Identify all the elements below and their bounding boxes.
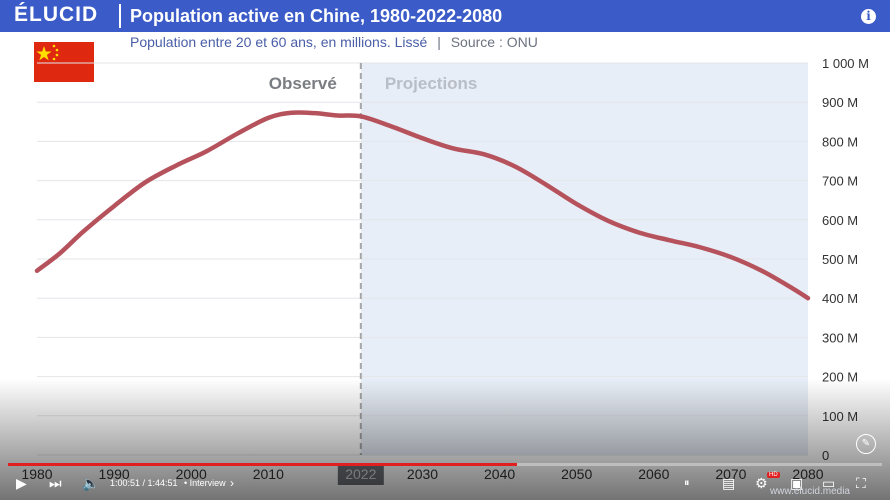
play-icon[interactable]: ▶	[16, 475, 27, 491]
autoplay-toggle-icon[interactable]: ⏸︎	[684, 477, 690, 489]
miniplayer-icon[interactable]: ▣	[790, 475, 804, 491]
china-flag-icon	[34, 42, 94, 82]
subtitle-text: Population entre 20 et 60 ans, en millio…	[130, 34, 428, 50]
header-bar: ÉLUCID Population active en Chine, 1980-…	[0, 0, 890, 32]
video-overlay-shade	[0, 230, 890, 500]
chart-title: Population active en Chine, 1980-2022-20…	[130, 6, 503, 26]
subtitles-icon[interactable]: ▤	[722, 475, 736, 491]
info-icon[interactable]: i	[861, 9, 876, 24]
lightbulb-icon[interactable]: ✎	[856, 434, 876, 454]
settings-gear-icon[interactable]: ⚙	[755, 475, 768, 491]
y-tick-label: 700 M	[822, 174, 858, 189]
y-tick-label: 900 M	[822, 95, 858, 110]
header-divider	[119, 4, 121, 28]
video-progress-fill[interactable]	[8, 463, 517, 466]
volume-icon[interactable]: 🔈	[82, 475, 100, 491]
y-tick-label: 600 M	[822, 213, 858, 228]
subtitle-separator: |	[437, 34, 441, 50]
source-text: Source : ONU	[450, 34, 538, 50]
projection-label: Projections	[385, 74, 478, 93]
hd-badge: HD	[767, 472, 780, 478]
next-icon[interactable]: ⏭	[49, 475, 62, 491]
time-display: 1:00:51 / 1:44:51	[110, 478, 178, 488]
chapter-arrow-icon[interactable]: ›	[230, 476, 234, 490]
website-watermark: www.elucid.media	[769, 486, 850, 497]
y-tick-label: 800 M	[822, 134, 858, 149]
y-tick-label: 1 000 M	[822, 56, 869, 71]
chart-subtitle: Population entre 20 et 60 ans, en millio…	[130, 34, 538, 50]
brand-logo: ÉLUCID	[14, 3, 99, 26]
observed-label: Observé	[269, 74, 337, 93]
fullscreen-icon[interactable]: ⛶	[856, 475, 866, 491]
theater-mode-icon[interactable]: ▭	[822, 475, 836, 491]
chapter-label[interactable]: • Interview	[184, 478, 226, 488]
